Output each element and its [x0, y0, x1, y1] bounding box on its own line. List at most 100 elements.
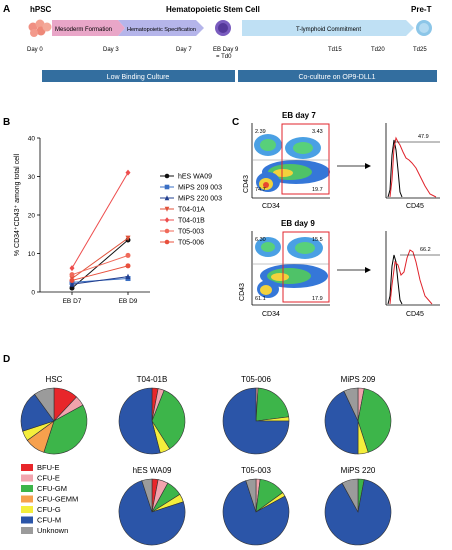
panel-b-legend-item: T05-006 — [160, 240, 204, 247]
pie-slice — [151, 389, 186, 450]
pie-chart: T04-01B — [118, 375, 186, 455]
pie-legend-item: CFU-GEMM — [21, 495, 78, 504]
panel-b-legend: hES WA09 MiPS 209 003 MiPS 220 003 T04-01A T… — [160, 174, 222, 247]
panel-b-marker — [69, 285, 75, 291]
eb9-hist-value: 66.2 — [420, 247, 431, 253]
panel-b-ytick-label: 0 — [31, 290, 35, 297]
pie-slice — [357, 388, 392, 453]
panel-b-legend-label: T04-01A — [178, 207, 205, 214]
mesoderm-stage-label: Mesoderm Formation — [55, 27, 112, 33]
panel-b-ytick-label: 30 — [28, 174, 36, 181]
panel-b-marker — [164, 239, 170, 245]
panel-d-label: D — [3, 354, 10, 365]
pie-legend-swatch — [21, 474, 33, 482]
panel-b-ytick-label: 40 — [28, 136, 36, 143]
eb-day9-label: EB Day 9 — [213, 47, 239, 53]
pie-chart: HSC — [20, 375, 88, 455]
pie-legend-item: CFU-M — [21, 516, 61, 525]
panel-b-legend-item: hES WA09 — [160, 174, 212, 181]
panel-b-series-line — [71, 276, 129, 285]
pie-slice — [343, 387, 359, 422]
panel-b-series-group — [69, 263, 131, 283]
panel-b-legend-item: T05-003 — [160, 229, 204, 236]
panel-b-series-group — [69, 237, 131, 291]
t-lymphoid-stage-label: T-lymphoid Commitment — [296, 27, 361, 33]
panel-b-series-group — [69, 252, 131, 278]
eb7-q4-value: 19.7 — [312, 187, 323, 193]
eb9-xlabel: CD34 — [262, 311, 280, 318]
pie-title: MiPS 209 — [341, 375, 376, 384]
panel-b-series — [69, 169, 131, 291]
mesoderm-stage-arrow — [52, 20, 125, 36]
pie-legend-swatch — [21, 495, 33, 503]
pie-title: T04-01B — [137, 375, 168, 384]
pie-title: T05-003 — [241, 466, 271, 475]
hematopoietic-stage-label: Hematopoietic Specification — [127, 27, 196, 33]
panel-b-legend-item: MiPS 220 003 — [160, 195, 222, 203]
panel-b-series-line — [71, 254, 129, 276]
pie-legend-item: CFU-E — [21, 474, 60, 483]
eb9-q2-value: 15.5 — [312, 237, 323, 243]
pie-legend-item: CFU-G — [21, 505, 61, 514]
low-binding-culture-bar — [42, 70, 235, 82]
panel-b-axes: 0 10 20 30 40 EB D7 EB D9 — [28, 136, 150, 305]
eb7-ylabel: CD43 — [243, 175, 250, 193]
hpsc-title: hPSC — [30, 5, 52, 14]
td25-label: Td25 — [413, 47, 427, 53]
panel-b-legend-item: T04-01B — [160, 217, 205, 225]
pie-chart: T05-006 — [222, 375, 290, 455]
pie-legend-label: BFU-E — [37, 463, 60, 472]
pie-chart: MiPS 220 — [324, 466, 392, 546]
panel-b-marker — [164, 184, 170, 190]
td15-label: Td15 — [328, 47, 342, 53]
pie-legend-swatch — [21, 464, 33, 471]
pie-legend-label: CFU-M — [37, 516, 61, 525]
panel-b-marker — [125, 235, 131, 242]
pie-slice — [324, 390, 359, 455]
panel-b-legend-label: MiPS 220 003 — [178, 196, 222, 203]
day3-label: Day 3 — [103, 47, 119, 53]
panel-d-pies: HSC T04-01B T05-006 MiPS 209 hES WA09 T05-003… — [20, 375, 392, 546]
pie-slice — [222, 480, 290, 546]
pie-legend-swatch — [21, 485, 33, 492]
hematopoietic-stage-arrow — [118, 20, 204, 36]
pie-legend-label: CFU-GEMM — [37, 495, 78, 504]
panel-b-series-group — [69, 169, 131, 272]
day7-label: Day 7 — [176, 47, 192, 53]
pie-slice — [118, 480, 186, 546]
pie-slice — [43, 404, 88, 455]
pie-slice — [324, 479, 392, 546]
pie-slice — [141, 478, 153, 513]
pie-legend-swatch — [21, 516, 33, 524]
eb-day7-title: EB day 7 — [282, 111, 316, 120]
coculture-bar — [238, 70, 437, 82]
panel-b-ytick-label: 20 — [28, 213, 36, 220]
pie-legend-swatch — [21, 506, 33, 513]
hsc-title: Hematopoietic Stem Cell — [166, 5, 260, 14]
pie-legend-item: BFU-E — [21, 463, 60, 472]
coculture-label: Co-culture on OP9-DLL1 — [298, 74, 375, 81]
panel-b-marker — [164, 206, 170, 212]
panel-b-marker — [164, 217, 170, 223]
eb-day9-dotplot: 6.30 15.5 61.1 17.9 CD34 CD43 — [239, 231, 330, 318]
panel-c: C EB day 7 2.39 3.43 74.7 19.7 CD34 CD43 — [232, 111, 440, 318]
eb9-hist-xlabel: CD45 — [406, 311, 424, 318]
panel-b-marker — [125, 252, 131, 258]
eb-day7-dotplot: 2.39 3.43 74.7 19.7 CD34 CD43 — [243, 123, 330, 210]
panel-b-ylabel: % CD34⁺CD43⁺ among total cell — [14, 153, 21, 256]
panel-b-ytick-label: 10 — [28, 251, 36, 258]
day0-label: Day 0 — [27, 47, 43, 53]
panel-b-legend-label: hES WA09 — [178, 174, 212, 181]
eb7-q2-value: 3.43 — [312, 129, 323, 135]
pie-chart: T05-003 — [222, 466, 290, 546]
eb7-xlabel: CD34 — [262, 203, 280, 210]
panel-d: D HSC T04-01B T05-006 MiPS 209 hES WA09 T05-0… — [3, 354, 392, 546]
panel-b-series-group — [69, 273, 131, 287]
eb7-q3-value: 74.7 — [255, 187, 266, 193]
panel-a-label: A — [3, 4, 10, 15]
eb9-ylabel: CD43 — [239, 283, 246, 301]
pie-title: T05-006 — [241, 375, 271, 384]
panel-b-marker — [125, 169, 131, 176]
pie-slice — [255, 387, 290, 422]
